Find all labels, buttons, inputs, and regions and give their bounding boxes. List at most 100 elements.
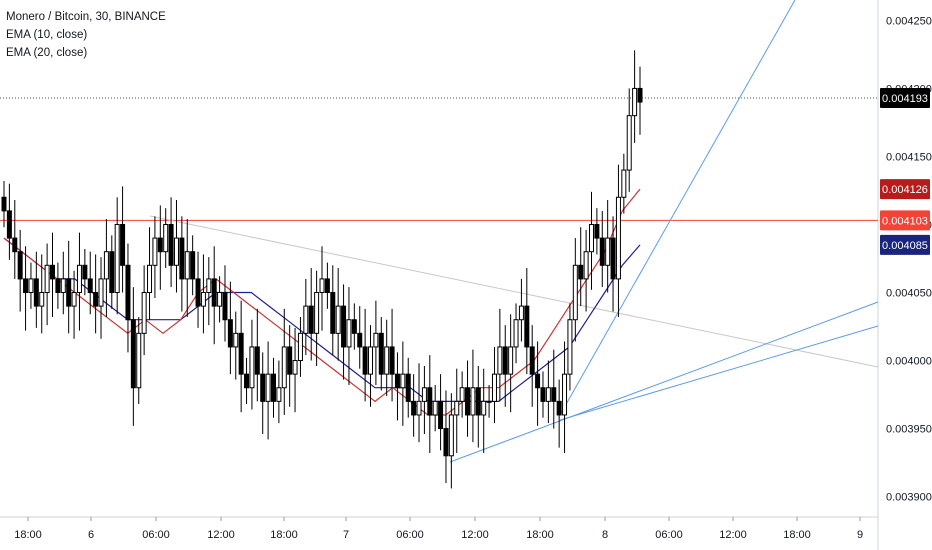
candle[interactable]: [179, 216, 185, 312]
candle[interactable]: [270, 357, 276, 418]
candle[interactable]: [529, 325, 535, 407]
candle[interactable]: [475, 365, 481, 448]
candle[interactable]: [351, 303, 357, 350]
candle[interactable]: [421, 365, 427, 435]
candle[interactable]: [33, 251, 39, 328]
candle[interactable]: [260, 352, 266, 435]
candle[interactable]: [6, 183, 12, 260]
candle[interactable]: [632, 50, 638, 143]
symbol-title[interactable]: Monero / Bitcoin, 30, BINANCE: [6, 11, 166, 23]
candle[interactable]: [416, 363, 422, 443]
candle[interactable]: [470, 349, 476, 443]
candle[interactable]: [384, 319, 390, 396]
candle[interactable]: [184, 219, 190, 318]
candle[interactable]: [567, 303, 573, 391]
candle[interactable]: [324, 262, 330, 309]
candle[interactable]: [508, 314, 514, 413]
candle[interactable]: [400, 341, 406, 426]
candle[interactable]: [276, 360, 282, 424]
candle[interactable]: [330, 265, 336, 356]
ema-slow-legend[interactable]: EMA (20, close): [6, 47, 88, 59]
candle[interactable]: [120, 186, 126, 293]
candle[interactable]: [76, 232, 82, 331]
candle[interactable]: [357, 306, 363, 369]
candle[interactable]: [319, 246, 325, 331]
candle[interactable]: [610, 216, 616, 312]
time-axis[interactable]: 18:00 6 06:00 12:00 18:00 7 06:00 12:00 18:00 8 06…: [14, 517, 863, 541]
candle[interactable]: [621, 153, 627, 214]
candle[interactable]: [583, 229, 589, 312]
candle[interactable]: [190, 235, 196, 296]
candle[interactable]: [130, 287, 136, 426]
candle[interactable]: [200, 254, 206, 334]
candle[interactable]: [545, 360, 551, 424]
candle[interactable]: [432, 385, 438, 432]
candle[interactable]: [459, 371, 465, 418]
candle[interactable]: [125, 243, 131, 353]
candle[interactable]: [535, 341, 541, 426]
candle[interactable]: [93, 254, 99, 334]
candle[interactable]: [265, 341, 271, 440]
candle[interactable]: [373, 300, 379, 386]
candle[interactable]: [378, 317, 384, 391]
candle[interactable]: [147, 227, 153, 320]
candle[interactable]: [152, 216, 158, 298]
candle[interactable]: [87, 251, 93, 315]
candle[interactable]: [103, 219, 109, 318]
steep-trend-line[interactable]: [559, 0, 796, 416]
candle[interactable]: [389, 308, 395, 402]
candle[interactable]: [448, 393, 454, 489]
candle[interactable]: [287, 325, 293, 407]
candle[interactable]: [362, 308, 368, 402]
descending-trend-line[interactable]: [149, 215, 879, 368]
candle[interactable]: [195, 251, 201, 328]
candle[interactable]: [141, 265, 147, 356]
candle[interactable]: [66, 240, 72, 334]
price-axis[interactable]: 0.0042500.0042000.0041500.0041000.004050…: [880, 15, 932, 504]
candle[interactable]: [572, 238, 578, 342]
candle[interactable]: [39, 254, 45, 334]
candle[interactable]: [12, 199, 18, 279]
candle[interactable]: [491, 346, 497, 424]
candle[interactable]: [50, 232, 56, 318]
candle[interactable]: [173, 199, 179, 293]
candle[interactable]: [594, 208, 600, 255]
candle[interactable]: [227, 281, 233, 375]
candle[interactable]: [254, 308, 260, 402]
candle[interactable]: [556, 379, 562, 448]
candle[interactable]: [588, 191, 594, 290]
candle[interactable]: [438, 374, 444, 451]
candle[interactable]: [314, 270, 320, 366]
candles[interactable]: [1, 50, 643, 489]
candle[interactable]: [297, 317, 303, 377]
candle[interactable]: [502, 325, 508, 407]
candle[interactable]: [233, 311, 239, 380]
candle[interactable]: [163, 208, 169, 269]
candle[interactable]: [244, 357, 250, 405]
candle[interactable]: [303, 278, 309, 356]
candle[interactable]: [341, 284, 347, 380]
candle[interactable]: [82, 248, 88, 296]
candle[interactable]: [486, 385, 492, 418]
candle[interactable]: [405, 357, 411, 418]
candle[interactable]: [335, 268, 341, 361]
candle[interactable]: [540, 371, 546, 418]
candle[interactable]: [637, 66, 643, 135]
candle[interactable]: [551, 349, 557, 429]
candle[interactable]: [368, 325, 374, 407]
candle[interactable]: [206, 257, 212, 326]
candle[interactable]: [238, 300, 244, 413]
candle[interactable]: [605, 199, 611, 293]
candle[interactable]: [114, 197, 120, 315]
candle[interactable]: [249, 319, 255, 410]
candle[interactable]: [562, 341, 568, 454]
candle[interactable]: [28, 262, 34, 309]
candle[interactable]: [136, 317, 142, 405]
candle[interactable]: [217, 276, 223, 323]
ascending-trend-line-lower[interactable]: [559, 325, 879, 421]
candle[interactable]: [157, 205, 163, 290]
trend-lines[interactable]: [0, 0, 879, 463]
candle[interactable]: [308, 268, 314, 361]
candle[interactable]: [443, 390, 449, 483]
